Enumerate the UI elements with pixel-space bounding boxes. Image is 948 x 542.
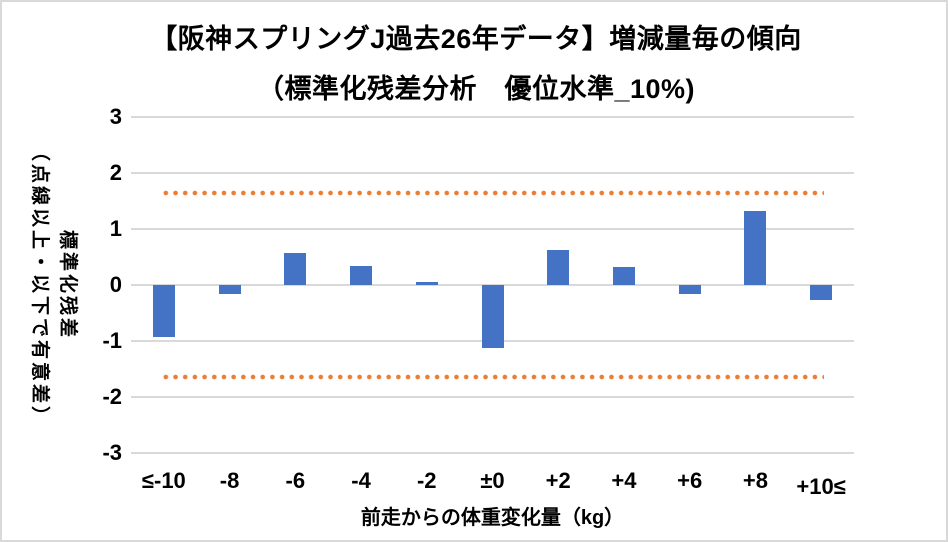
bar-5 [481,285,504,348]
chart-title-line2: （標準化残差分析 優位水準_10%) [256,74,696,104]
gridline-1 [131,228,854,230]
y-axis-title-sub: （点線以上・以下で有意差） [29,141,50,428]
gridline--2 [131,396,854,398]
x-tick-label-4: -2 [416,468,437,493]
y-tick-label--3: -3 [102,440,122,465]
y-tick-label-3: 3 [109,104,122,129]
y-tick-label--1: -1 [102,328,122,353]
significance-line-upper [160,189,825,196]
x-tick-label-9: +8 [742,468,768,493]
bar-3 [350,265,373,285]
chart-title-line1: 【阪神スプリングJ過去26年データ】増減量毎の傾向 [150,24,802,54]
x-tick-label-6: +2 [545,468,571,493]
x-tick-label-5: ±0 [480,468,505,493]
y-tick-label--2: -2 [102,384,122,409]
x-axis-title: 前走からの体重変化量（kg） [360,507,625,529]
bar-0 [152,285,175,338]
chart-title: 【阪神スプリングJ過去26年データ】増減量毎の傾向 （標準化残差分析 優位水準_… [2,14,946,114]
x-tick-label-0: ≤-10 [141,468,186,493]
y-tick-label-0: 0 [109,272,122,297]
bar-4 [415,282,438,285]
x-tick-label-1: -8 [219,468,240,493]
x-tick-label-7: +4 [611,468,637,493]
bar-9 [744,211,767,285]
bar-2 [284,252,307,285]
bar-7 [612,266,635,285]
gridline-2 [131,172,854,174]
plot-area [131,116,854,454]
bar-1 [218,285,241,294]
x-tick-label-2: -6 [285,468,306,493]
y-tick-label-2: 2 [109,160,122,185]
gridline--3 [131,452,854,454]
gridline-3 [131,116,854,118]
significance-line-lower [160,374,825,381]
bar-6 [547,249,570,285]
bar-10 [810,285,833,300]
x-tick-label-8: +6 [677,468,703,493]
bar-8 [678,285,701,294]
x-tick-label-3: -4 [351,468,371,493]
y-tick-label-1: 1 [109,216,122,241]
x-tick-label-10: +10≤ [796,474,846,499]
